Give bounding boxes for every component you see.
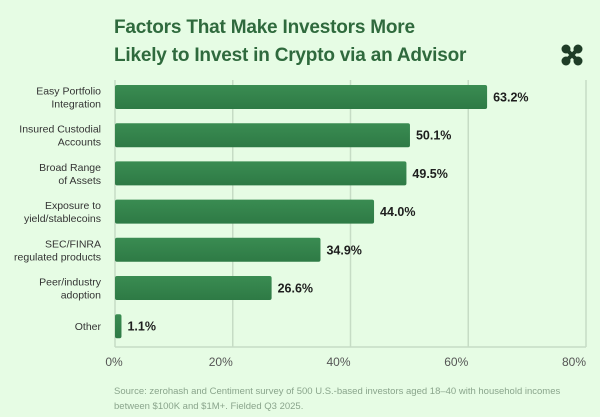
title-line-1: Factors That Make Investors More bbox=[114, 17, 415, 38]
category-label: Peer/industry bbox=[39, 277, 102, 289]
chart-title: Factors That Make Investors More Likely … bbox=[114, 14, 466, 70]
category-label: Broad Range bbox=[39, 162, 101, 174]
x-tick-label: 60% bbox=[444, 355, 468, 369]
category-label: Insured Custodial bbox=[19, 124, 101, 136]
value-label: 1.1% bbox=[127, 320, 156, 334]
bar bbox=[115, 276, 272, 300]
value-label: 44.0% bbox=[380, 205, 415, 219]
category-label: adoption bbox=[61, 290, 101, 302]
bar bbox=[115, 85, 488, 109]
category-label: SEC/FINRA bbox=[45, 238, 101, 250]
bar bbox=[115, 161, 407, 186]
category-label: Exposure to bbox=[45, 200, 101, 212]
bar bbox=[115, 314, 122, 339]
x-tick-label: 20% bbox=[209, 355, 233, 369]
x-tick-label: 40% bbox=[326, 355, 350, 369]
x-tick-label: 80% bbox=[562, 355, 586, 369]
value-label: 49.5% bbox=[412, 167, 447, 181]
bar bbox=[115, 237, 321, 262]
bar bbox=[115, 199, 375, 224]
x-tick-label: 0% bbox=[105, 355, 123, 369]
category-label: of Assets bbox=[58, 175, 101, 187]
brand-logo-icon bbox=[561, 44, 583, 66]
category-label: Other bbox=[75, 321, 102, 333]
category-label: yield/stablecoins bbox=[24, 213, 101, 225]
value-label: 34.9% bbox=[326, 243, 361, 257]
category-label: Integration bbox=[51, 99, 101, 111]
source-note: Source: zerohash and Centiment survey of… bbox=[114, 386, 561, 412]
title-line-2: Likely to Invest in Crypto via an Adviso… bbox=[114, 45, 467, 66]
value-label: 50.1% bbox=[416, 129, 451, 143]
value-label: 63.2% bbox=[493, 91, 528, 105]
category-label: Easy Portfolio bbox=[36, 86, 101, 98]
category-label: regulated products bbox=[14, 251, 101, 263]
value-label: 26.6% bbox=[278, 282, 313, 296]
bar-chart: 0% 20% 40% 60% 80% 63.2% Easy PortfolioIntegra… bbox=[14, 80, 587, 369]
category-label: Accounts bbox=[58, 137, 101, 149]
bar bbox=[115, 123, 410, 148]
